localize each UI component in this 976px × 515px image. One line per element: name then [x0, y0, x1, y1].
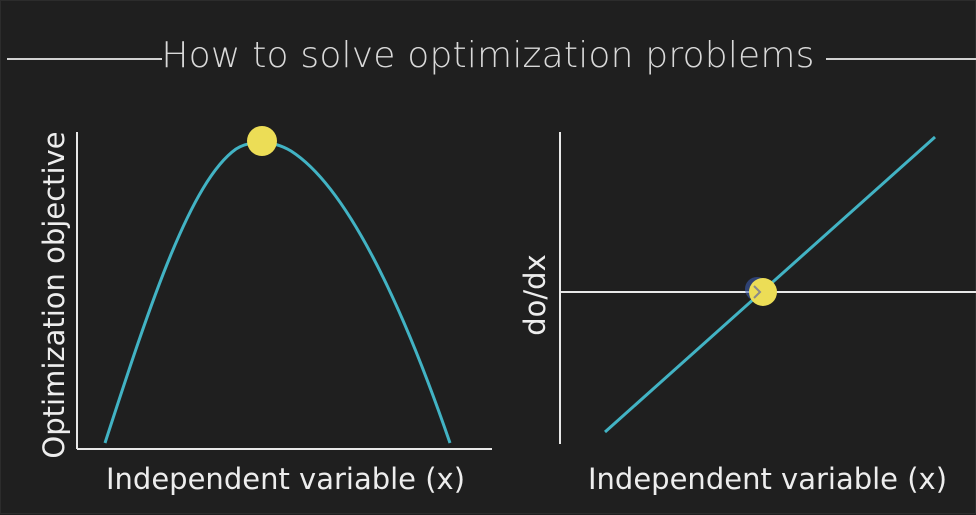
- zero-crossing-marker: [749, 278, 777, 306]
- left-y-axis-label: Optimization objective: [37, 131, 71, 459]
- right-x-axis-label: Independent variable (x): [588, 462, 948, 496]
- cursor-pointer-icon: [753, 285, 762, 299]
- title-rule-left: [7, 58, 162, 60]
- right-y-axis-label: do/dx: [518, 254, 552, 336]
- maximum-point-marker: [247, 126, 277, 156]
- left-x-axis-label: Independent variable (x): [106, 462, 466, 496]
- left-plot: [76, 126, 492, 450]
- title-rule-right: [826, 58, 976, 60]
- slide-title: How to solve optimization problems: [161, 35, 815, 76]
- objective-curve: [103, 141, 452, 444]
- right-plot: [559, 132, 976, 444]
